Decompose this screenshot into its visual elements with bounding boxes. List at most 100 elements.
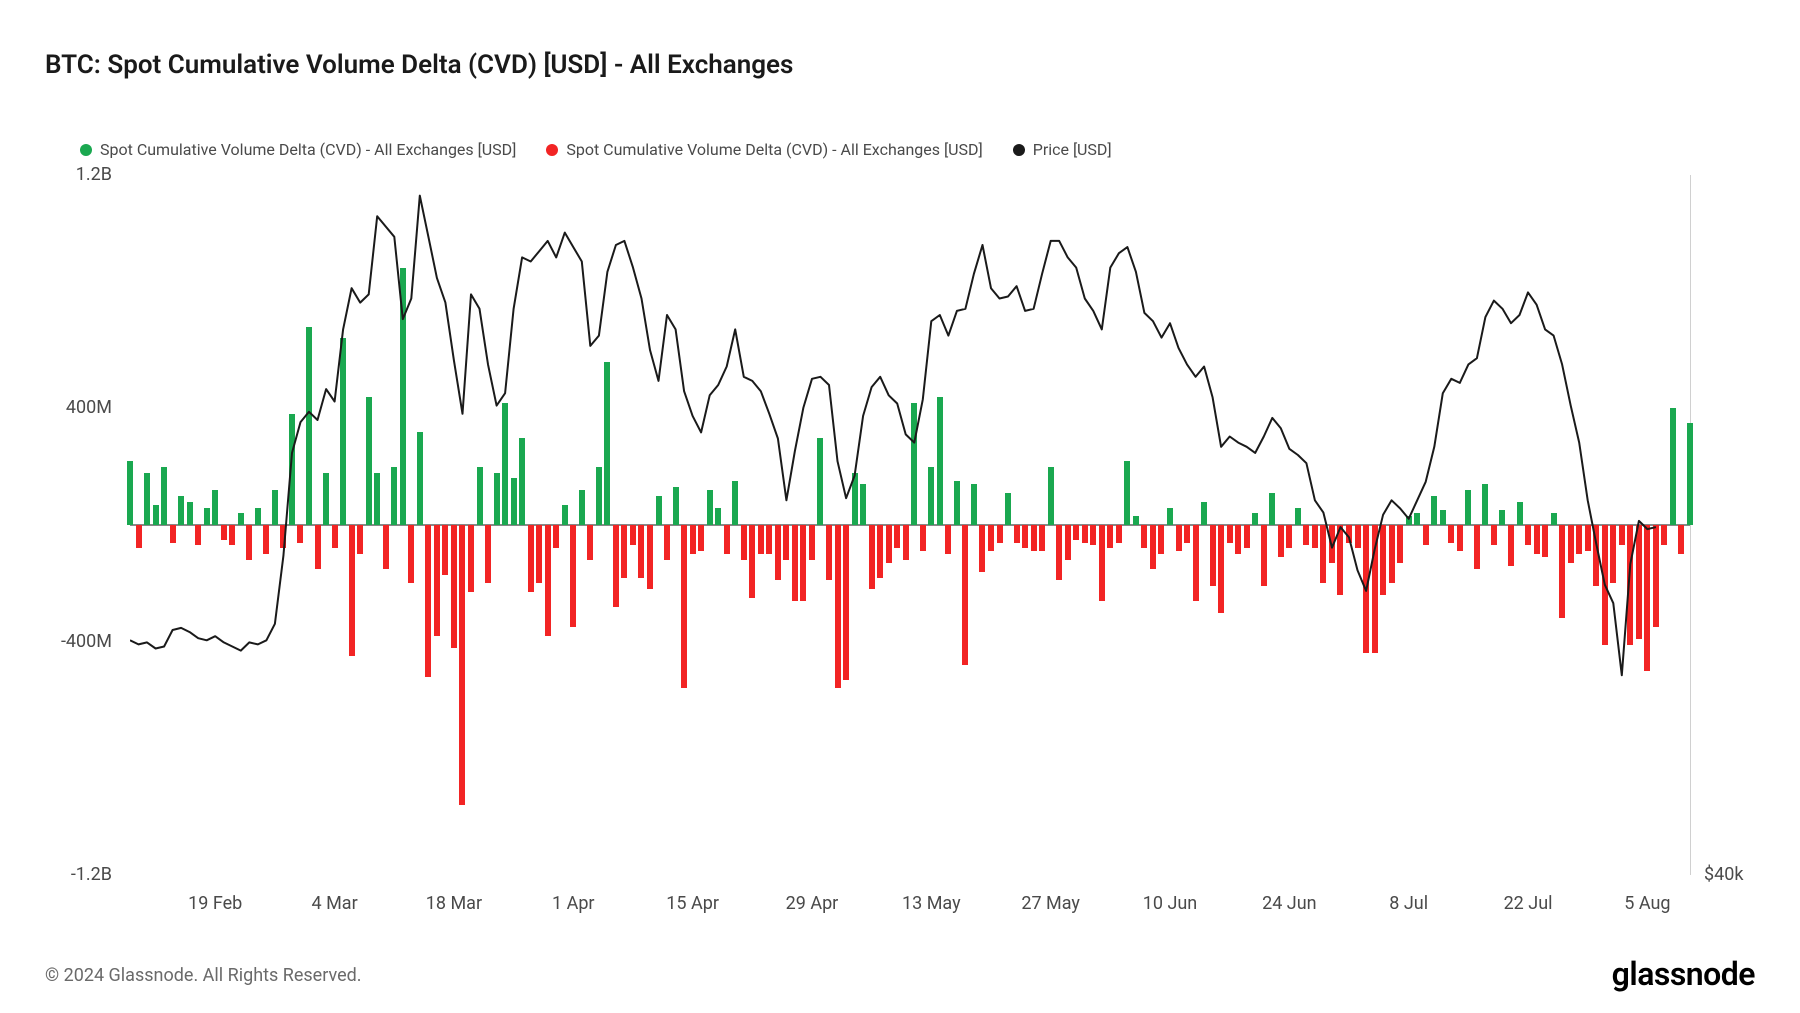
bar-negative bbox=[1141, 525, 1147, 548]
bar-positive bbox=[374, 473, 380, 526]
bar-negative bbox=[1559, 525, 1565, 618]
bar-negative bbox=[349, 525, 355, 656]
bar-negative bbox=[1363, 525, 1369, 653]
bar-negative bbox=[1116, 525, 1122, 543]
bar-negative bbox=[1389, 525, 1395, 583]
bar-negative bbox=[698, 525, 704, 551]
bar-negative bbox=[357, 525, 363, 554]
bar-positive bbox=[1252, 513, 1258, 525]
bar-positive bbox=[1414, 513, 1420, 525]
bar-positive bbox=[732, 481, 738, 525]
bar-negative bbox=[1534, 525, 1540, 554]
bar-negative bbox=[1346, 525, 1352, 543]
bar-negative bbox=[1193, 525, 1199, 601]
bar-positive bbox=[417, 432, 423, 525]
bar-positive bbox=[604, 362, 610, 525]
x-tick: 18 Mar bbox=[426, 893, 482, 914]
bar-negative bbox=[809, 525, 815, 560]
bar-negative bbox=[1090, 525, 1096, 545]
bar-negative bbox=[485, 525, 491, 583]
bar-negative bbox=[869, 525, 875, 589]
bar-negative bbox=[1176, 525, 1182, 551]
bar-negative bbox=[1312, 525, 1318, 548]
bar-negative bbox=[1423, 525, 1429, 545]
bar-negative bbox=[536, 525, 542, 583]
legend-item-positive: Spot Cumulative Volume Delta (CVD) - All… bbox=[80, 140, 516, 159]
bar-negative bbox=[1056, 525, 1062, 580]
bar-negative bbox=[962, 525, 968, 665]
bar-negative bbox=[800, 525, 806, 601]
bar-negative bbox=[1602, 525, 1608, 645]
bar-negative bbox=[638, 525, 644, 578]
bar-negative bbox=[1337, 525, 1343, 595]
bar-positive bbox=[1406, 516, 1412, 525]
bar-negative bbox=[997, 525, 1003, 543]
bar-positive bbox=[817, 438, 823, 526]
bar-negative bbox=[749, 525, 755, 598]
bar-positive bbox=[323, 473, 329, 526]
bar-negative bbox=[664, 525, 670, 560]
bar-positive bbox=[1133, 516, 1139, 525]
bar-negative bbox=[1303, 525, 1309, 545]
bar-negative bbox=[553, 525, 559, 548]
x-tick: 1 Apr bbox=[552, 893, 595, 914]
bar-positive bbox=[1670, 408, 1676, 525]
bar-negative bbox=[442, 525, 448, 575]
bar-positive bbox=[860, 484, 866, 525]
bar-negative bbox=[1022, 525, 1028, 548]
bar-positive bbox=[391, 467, 397, 525]
bar-negative bbox=[1150, 525, 1156, 569]
bar-negative bbox=[783, 525, 789, 560]
bar-positive bbox=[519, 438, 525, 526]
x-tick: 15 Apr bbox=[666, 893, 719, 914]
bar-negative bbox=[1065, 525, 1071, 560]
bar-negative bbox=[758, 525, 764, 554]
bar-positive bbox=[494, 473, 500, 526]
bar-negative bbox=[459, 525, 465, 805]
bar-negative bbox=[1525, 525, 1531, 545]
bar-negative bbox=[1457, 525, 1463, 551]
bar-negative bbox=[843, 525, 849, 680]
bar-negative bbox=[1491, 525, 1497, 545]
bar-negative bbox=[1568, 525, 1574, 563]
bar-positive bbox=[1431, 496, 1437, 525]
bar-negative bbox=[1593, 525, 1599, 586]
bar-positive bbox=[289, 414, 295, 525]
bar-positive bbox=[1269, 493, 1275, 525]
bar-positive bbox=[1517, 502, 1523, 525]
legend-item-price: Price [USD] bbox=[1013, 140, 1112, 159]
bar-positive bbox=[954, 481, 960, 525]
bar-negative bbox=[1278, 525, 1284, 557]
bar-positive bbox=[1551, 513, 1557, 525]
bar-positive bbox=[212, 490, 218, 525]
bar-positive bbox=[1687, 423, 1693, 525]
bar-negative bbox=[1542, 525, 1548, 557]
bar-positive bbox=[1005, 493, 1011, 525]
bar-positive bbox=[502, 403, 508, 526]
bar-negative bbox=[1661, 525, 1667, 545]
bar-negative bbox=[1627, 525, 1633, 645]
bar-negative bbox=[1474, 525, 1480, 569]
bar-negative bbox=[826, 525, 832, 580]
bar-negative bbox=[1286, 525, 1292, 548]
x-tick: 8 Jul bbox=[1389, 893, 1428, 914]
bar-negative bbox=[621, 525, 627, 578]
bar-negative bbox=[690, 525, 696, 554]
bar-negative bbox=[570, 525, 576, 627]
bar-negative bbox=[1210, 525, 1216, 586]
bar-negative bbox=[1678, 525, 1684, 554]
bar-negative bbox=[903, 525, 909, 560]
bar-positive bbox=[238, 513, 244, 525]
bar-positive bbox=[1499, 510, 1505, 525]
y-left-tick: 400M bbox=[66, 397, 112, 418]
bar-positive bbox=[1482, 484, 1488, 525]
bar-positive bbox=[204, 508, 210, 526]
bar-negative bbox=[545, 525, 551, 636]
x-tick: 13 May bbox=[902, 893, 961, 914]
bar-positive bbox=[1440, 510, 1446, 525]
legend: Spot Cumulative Volume Delta (CVD) - All… bbox=[80, 140, 1112, 159]
legend-marker-positive bbox=[80, 144, 92, 156]
bar-negative bbox=[315, 525, 321, 569]
bar-negative bbox=[383, 525, 389, 569]
chart-plot-area: 1.2B400M-400M-1.2B$40k19 Feb4 Mar18 Mar1… bbox=[130, 175, 1690, 875]
